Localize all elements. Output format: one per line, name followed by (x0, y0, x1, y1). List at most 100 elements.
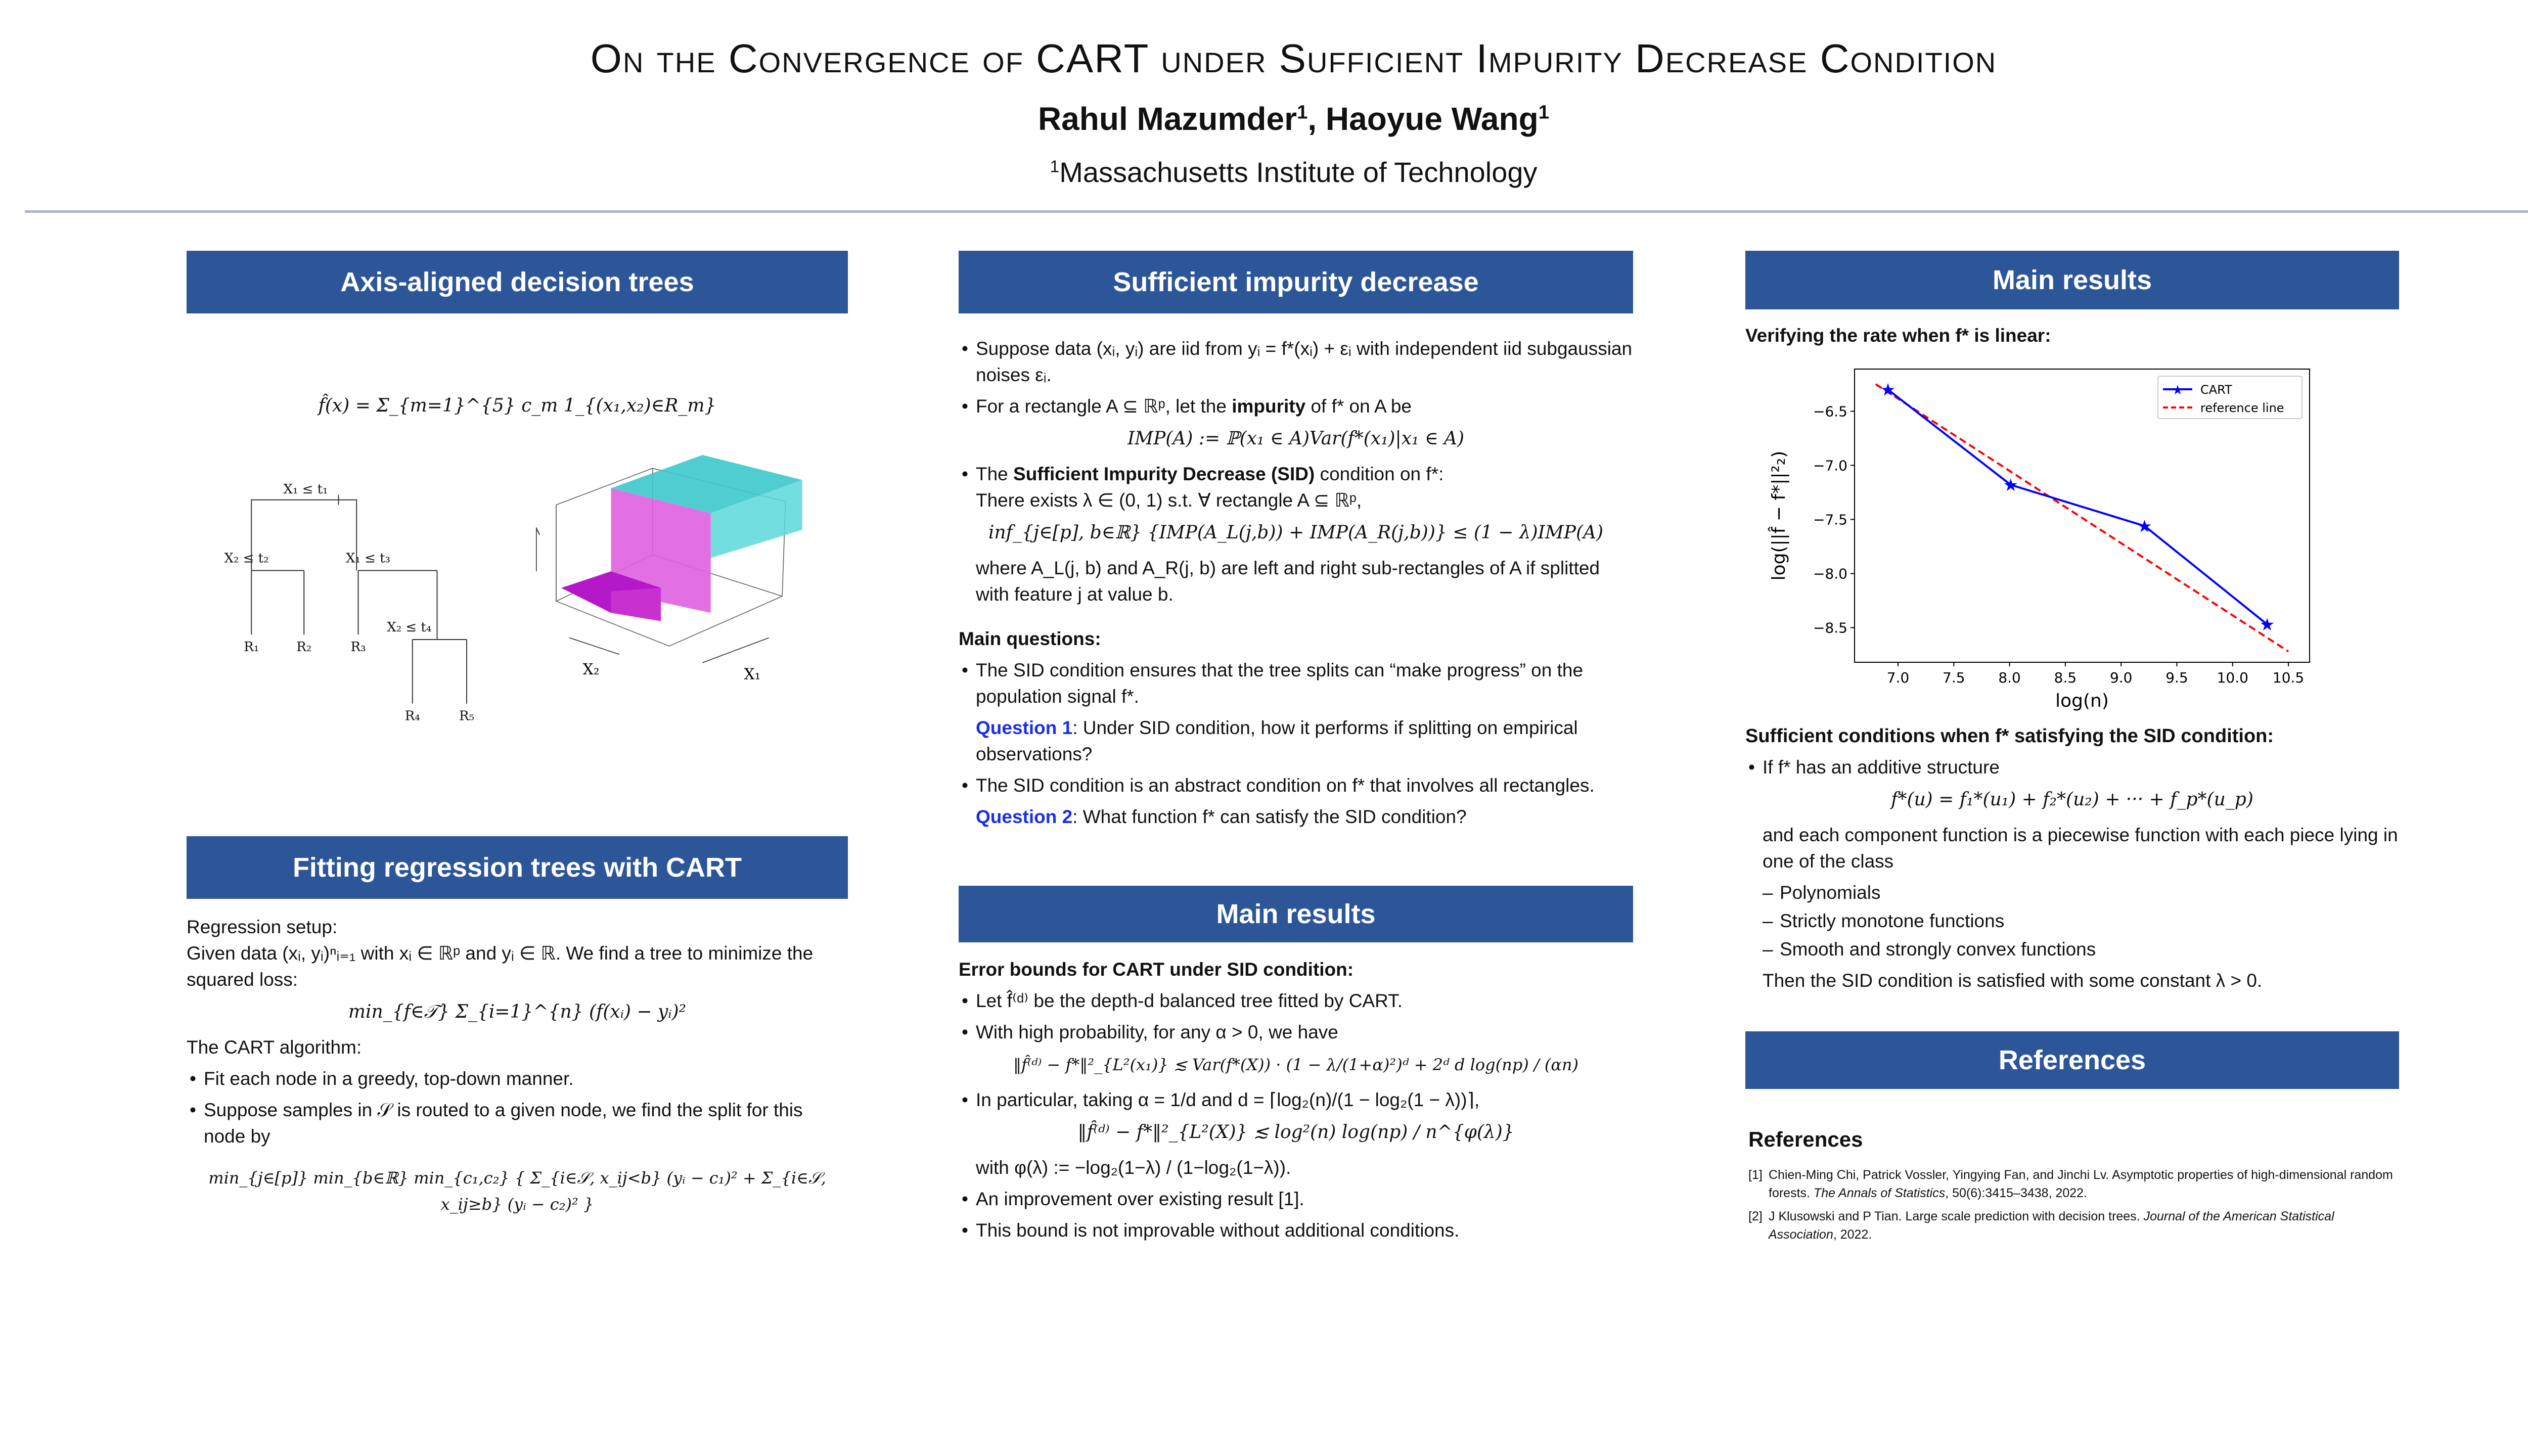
x-tick-label: 8.0 (1998, 669, 2021, 686)
legend-box (2157, 376, 2303, 419)
text: of f* on A be (1305, 396, 1412, 417)
3d-step-function-plot: X₂ X₁ (536, 455, 802, 683)
references-heading: References (1748, 1127, 1863, 1151)
affiliation-text: Massachusetts Institute of Technology (1059, 156, 1538, 188)
algo-label: The CART algorithm: (187, 1037, 362, 1058)
authors: Rahul Mazumder1, Haoyue Wang1 (0, 100, 2528, 138)
axis-x1-label: X₁ (744, 666, 760, 683)
result-bullet-1: Let f̂⁽ᵈ⁾ be the depth-d balanced tree f… (959, 988, 1633, 1014)
loss-formula: min_{f∈𝒯} Σ_{i=1}^{n} (f(xᵢ) − yᵢ)² (348, 1002, 687, 1022)
section-header-references: References (1745, 1031, 2399, 1089)
class-item: Polynomials (1763, 880, 2399, 906)
class-item: Strictly monotone functions (1763, 908, 2399, 934)
question-1-text: : Under SID condition, how it performs i… (976, 717, 1578, 764)
author-2: Haoyue Wang (1325, 101, 1539, 137)
conclusion: Then the SID condition is satisfied with… (1763, 970, 2263, 991)
x-tick-label: 9.5 (2165, 669, 2188, 686)
sid-formula: inf_{j∈[p], b∈ℝ} {IMP(A_L(j,b)) + IMP(A_… (988, 522, 1604, 543)
imp-formula: IMP(A) := ℙ(x₁ ∈ A)Var(f*(x₁)|x₁ ∈ A) (1127, 428, 1464, 449)
bold-term: impurity (1232, 396, 1306, 417)
sid-bullet-impurity: For a rectangle A ⊆ ℝᵖ, let the impurity… (959, 393, 1633, 420)
leaf-r2: R₂ (296, 640, 311, 655)
y-tick-label: −7.0 (1813, 457, 1847, 474)
additive-bullet: If f* has an additive structure (1745, 754, 2399, 781)
ref-venue: The Annals of Statistics (1813, 1186, 1946, 1200)
x-tick-label: 10.0 (2217, 669, 2248, 686)
y-tick-label: −7.5 (1813, 511, 1847, 528)
x-tick-label: 8.5 (2054, 669, 2077, 686)
decision-tree-diagram: X₁ ≤ t₁ X₂ ≤ t₂ X₁ ≤ t₃ X₂ ≤ t₄ R₁ R₂ R₃… (224, 482, 474, 723)
leaf-r1: R₁ (244, 640, 259, 655)
error-bounds-label: Error bounds for CART under SID conditio… (959, 959, 1354, 980)
sid-bullet-condition: The Sufficient Impurity Decrease (SID) c… (959, 461, 1633, 514)
section-header-main-results-middle: Main results (959, 886, 1633, 942)
affiliation: 1Massachusetts Institute of Technology (0, 156, 2528, 189)
result-bullet-4: An improvement over existing result [1]. (959, 1186, 1633, 1212)
poster-title: On the Convergence of CART under Suffici… (590, 36, 1997, 81)
phi-definition: with φ(λ) := −log₂(1−λ) / (1−log₂(1−λ)). (976, 1157, 1291, 1178)
question-1-label: Question 1 (976, 717, 1073, 738)
ref-tail: , 50(6):3415–3438, 2022. (1945, 1186, 2088, 1200)
cart-section-body: Regression setup: Given data (xᵢ, yᵢ)ⁿᵢ₌… (187, 914, 848, 1226)
y-axis-label: log(||f̂ − f*||²₂) (1768, 451, 1789, 581)
additive-formula: f*(u) = f₁*(u₁) + f₂*(u₂) + ··· + f_p*(u… (1891, 789, 2253, 810)
section-header-fitting-cart: Fitting regression trees with CART (187, 836, 848, 899)
text: For a rectangle A ⊆ ℝᵖ, let the (976, 396, 1232, 417)
reference-line (1875, 383, 2289, 653)
node-x1-t1: X₁ ≤ t₁ (283, 482, 328, 497)
author-sep: , (1307, 101, 1326, 137)
mq-bullet-2: The SID condition is an abstract conditi… (959, 772, 1633, 799)
label: Error bounds for CART under SID conditio… (959, 959, 1347, 980)
text: The (976, 464, 1014, 484)
verify-label: Verifying the rate when f* is linear: (1745, 325, 2051, 346)
axis-x2-label: X₂ (583, 661, 600, 678)
y-tick-label: −8.5 (1813, 620, 1847, 636)
legend-cart-star: ★ (2172, 383, 2183, 398)
setup-text: Given data (xᵢ, yᵢ)ⁿᵢ₌₁ with xᵢ ∈ ℝᵖ and… (187, 943, 814, 990)
text: There exists λ ∈ (0, 1) s.t. ∀ rectangle… (976, 490, 1362, 511)
author-1: Rahul Mazumder (1037, 101, 1297, 137)
node-x2-t2: X₂ ≤ t₂ (224, 551, 268, 566)
ref-number: [1] (1748, 1168, 1763, 1182)
x-tick-label: 10.5 (2273, 669, 2304, 686)
legend-ref-label: reference line (2200, 401, 2284, 415)
ref-venue: Journal of the American Statistical Asso… (1769, 1209, 2334, 1242)
plot-frame (1854, 369, 2310, 663)
question-2-label: Question 2 (976, 806, 1073, 827)
section-header-main-results-right: Main results (1745, 251, 2399, 309)
leaf-r5: R₅ (459, 708, 474, 723)
header-divider (25, 210, 2528, 213)
author-2-affil: 1 (1538, 101, 1550, 123)
sufficient-label: Sufficient conditions when f* satisfying… (1745, 725, 2274, 747)
class-item: Smooth and strongly convex functions (1763, 936, 2399, 963)
result-bullet-5: This bound is not improvable without add… (959, 1217, 1633, 1244)
node-x1-t3: X₁ ≤ t₃ (346, 551, 390, 566)
text: condition on f*: (1315, 464, 1444, 484)
question-1: Question 1: Under SID condition, how it … (959, 715, 1633, 767)
leaf-r3: R₃ (351, 640, 366, 655)
sid-bullet-data: Suppose data (xᵢ, yᵢ) are iid from yᵢ = … (959, 336, 1633, 388)
cart-point-star: ★ (2137, 516, 2152, 536)
result-bullet-2: With high probability, for any α > 0, we… (959, 1019, 1633, 1045)
ref-text: J Klusowski and P Tian. Large scale pred… (1769, 1209, 2144, 1223)
y-tick-label: −8.0 (1813, 566, 1847, 582)
ref-tail: , 2022. (1833, 1227, 1872, 1242)
y-tick-label: −6.5 (1813, 403, 1847, 420)
x-axis-label: log(n) (2055, 691, 2109, 711)
x-tick-label: 9.0 (2110, 669, 2133, 686)
setup-label: Regression setup: (187, 917, 338, 937)
tree-formula: f̂(x) = Σ_{m=1}^{5} c_m 1_{(x₁,x₂)∈R_m} (318, 395, 716, 416)
cart-point-star: ★ (2260, 615, 2275, 635)
x-tick-label: 7.5 (1943, 669, 1965, 686)
question-2: Question 2: What function f* can satisfy… (959, 804, 1633, 830)
label: Main questions (959, 628, 1095, 649)
sid-section-body: Suppose data (xᵢ, yᵢ) are iid from yᵢ = … (959, 336, 1633, 835)
node-x2-t4: X₂ ≤ t₄ (387, 620, 431, 635)
convergence-chart: 7.0 7.5 8.0 8.5 9.0 9.5 10.0 10.5 −6.5 −7.0 −7.5 −8… (1768, 369, 2310, 711)
main-questions-label: Main questions: (959, 628, 1101, 649)
x-tick-label: 7.0 (1887, 669, 1910, 686)
reference-item: [2] J Klusowski and P Tian. Large scale p… (1748, 1207, 2401, 1244)
affil-sup: 1 (1050, 157, 1060, 176)
leaf-r4: R₄ (405, 708, 420, 723)
legend-cart-label: CART (2200, 383, 2232, 397)
